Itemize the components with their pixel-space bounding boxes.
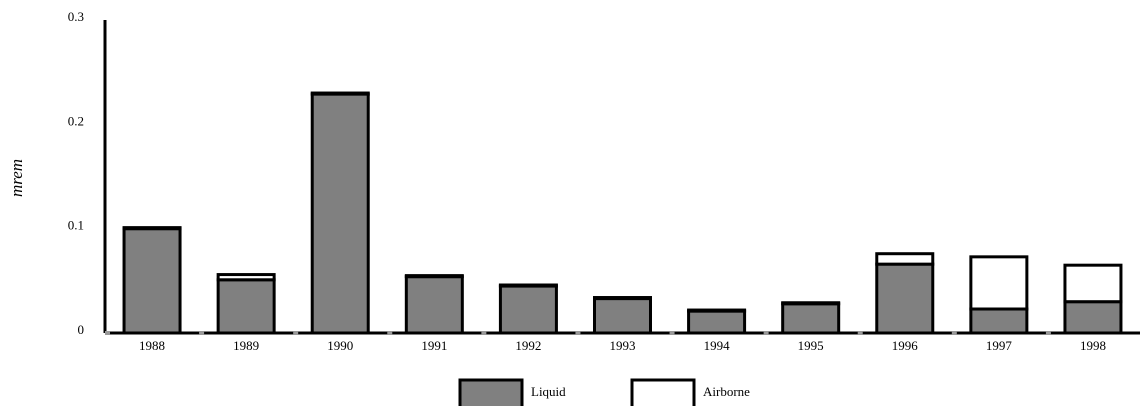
bar-segment [404,275,464,335]
bar-segment [593,297,652,335]
x-tick-label: 1995 [798,338,824,353]
x-tick-label: 1991 [421,338,447,353]
bar-segment [404,274,464,279]
x-tick-label: 1996 [892,338,919,353]
x-tick-label: 1990 [327,338,353,353]
bar-segment [593,296,652,301]
bar-segment [969,307,1029,335]
bar-segment [781,302,841,335]
bar-segment [122,227,182,335]
bar-segment [875,252,935,266]
bar-segment [969,255,1029,311]
y-tick-label: 0.1 [68,218,84,233]
bar-segment [216,273,276,282]
x-tick-label: 1992 [515,338,541,353]
x-tick-label: 1989 [233,338,259,353]
bar-segment [216,278,276,335]
x-tick-label: 1988 [139,338,165,353]
bar-segment [781,301,841,306]
legend-swatch [630,378,696,406]
legend-label: Liquid [531,384,566,399]
x-tick-label: 1993 [610,338,636,353]
bar-segment [875,262,935,335]
bar-segment [498,284,558,335]
bar-segment [1063,300,1123,335]
bar-segment [1063,263,1123,304]
bar-segment [310,92,370,335]
legend-label: Airborne [703,384,750,399]
bar-segment [310,91,370,96]
x-tick-label: 1994 [704,338,731,353]
bar-segment [498,283,558,288]
bar-segment [687,309,747,335]
bar-segment [687,308,747,313]
legend-swatch [458,378,524,406]
y-tick-label: 0 [78,322,85,337]
bar-segment [122,226,182,231]
x-tick-label: 1998 [1080,338,1106,353]
y-tick-label: 0.3 [68,9,84,24]
x-tick-label: 1997 [986,338,1013,353]
y-tick-label: 0.2 [68,113,84,128]
y-axis-label: mrem [7,159,26,197]
